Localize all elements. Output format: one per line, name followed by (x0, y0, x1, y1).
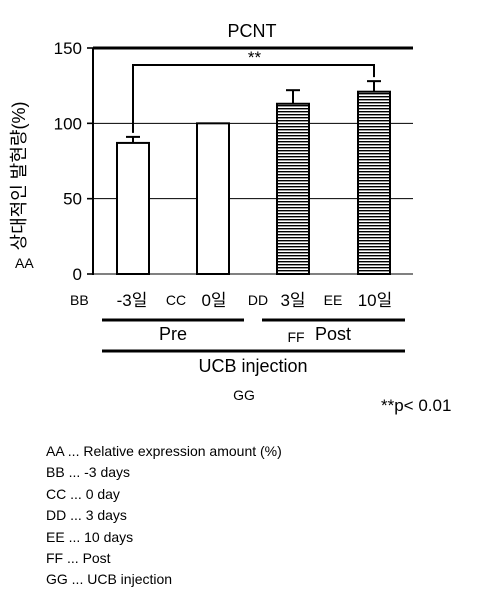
y-axis-label-code: AA (15, 255, 34, 271)
legend-text: Post (82, 550, 111, 567)
category-label: 0일 (201, 291, 226, 310)
category-code: CC (166, 292, 186, 308)
x-axis-label-code: BB (70, 292, 89, 308)
legend-text: 10 days (84, 528, 134, 545)
legend-item: EE ... 10 days (46, 528, 134, 545)
bar (116, 141, 150, 275)
legend-text: 0 day (85, 485, 120, 502)
legend-item: FF ... Post (46, 550, 111, 567)
y-tick-label: 50 (63, 190, 82, 209)
group-label-pre: Pre (159, 324, 187, 344)
legend-text: 3 days (85, 507, 127, 524)
y-tick-label: 0 (73, 265, 82, 284)
legend-code: FF (46, 550, 64, 567)
legend-text: -3 days (84, 464, 131, 481)
bar (276, 102, 310, 275)
legend-item: BB ... -3 days (46, 464, 131, 481)
labels: 0 50 100 150 ** -3일 0일 CC 3일 DD 10일 EE Pre Post FF UCB … (54, 39, 393, 403)
legend-code: GG (46, 571, 68, 588)
y-axis-label: 상대적인 발현량(%) (9, 102, 29, 251)
group-code-post: FF (287, 329, 304, 345)
code-legend: AA ... Relative expression amount (%) BB… (46, 441, 466, 591)
legend-code: EE (46, 528, 65, 545)
legend-item: GG ... UCB injection (46, 571, 173, 588)
category-code: DD (248, 292, 268, 308)
category-label: 3일 (280, 291, 305, 310)
legend-code: CC (46, 485, 67, 502)
super-group-label: UCB injection (198, 356, 307, 376)
y-tick-label: 150 (54, 39, 82, 58)
significance-stars: ** (248, 48, 262, 67)
legend-item: DD ... 3 days (46, 507, 127, 524)
y-tick-label: 100 (54, 114, 82, 133)
category-code: EE (324, 292, 343, 308)
legend-code: AA (46, 443, 64, 459)
p-value-annotation: **p< 0.01 (381, 396, 451, 415)
legend-item: AA ... Relative expression amount (%) (46, 443, 282, 459)
legend-code: DD (46, 507, 67, 524)
legend-code: BB (46, 464, 65, 481)
super-group-code: GG (233, 387, 255, 403)
category-label: -3일 (117, 291, 148, 310)
bar (357, 90, 391, 276)
legend-text: UCB injection (87, 571, 173, 588)
bar (196, 122, 230, 276)
category-label: 10일 (358, 291, 393, 310)
legend-text: Relative expression amount (%) (83, 443, 282, 459)
significance-bracket (132, 64, 375, 133)
chart-title: PCNT (228, 21, 277, 41)
legend-item: CC ... 0 day (46, 485, 120, 502)
axes (87, 46, 413, 353)
group-label-post: Post (315, 324, 351, 344)
bars (116, 80, 391, 276)
